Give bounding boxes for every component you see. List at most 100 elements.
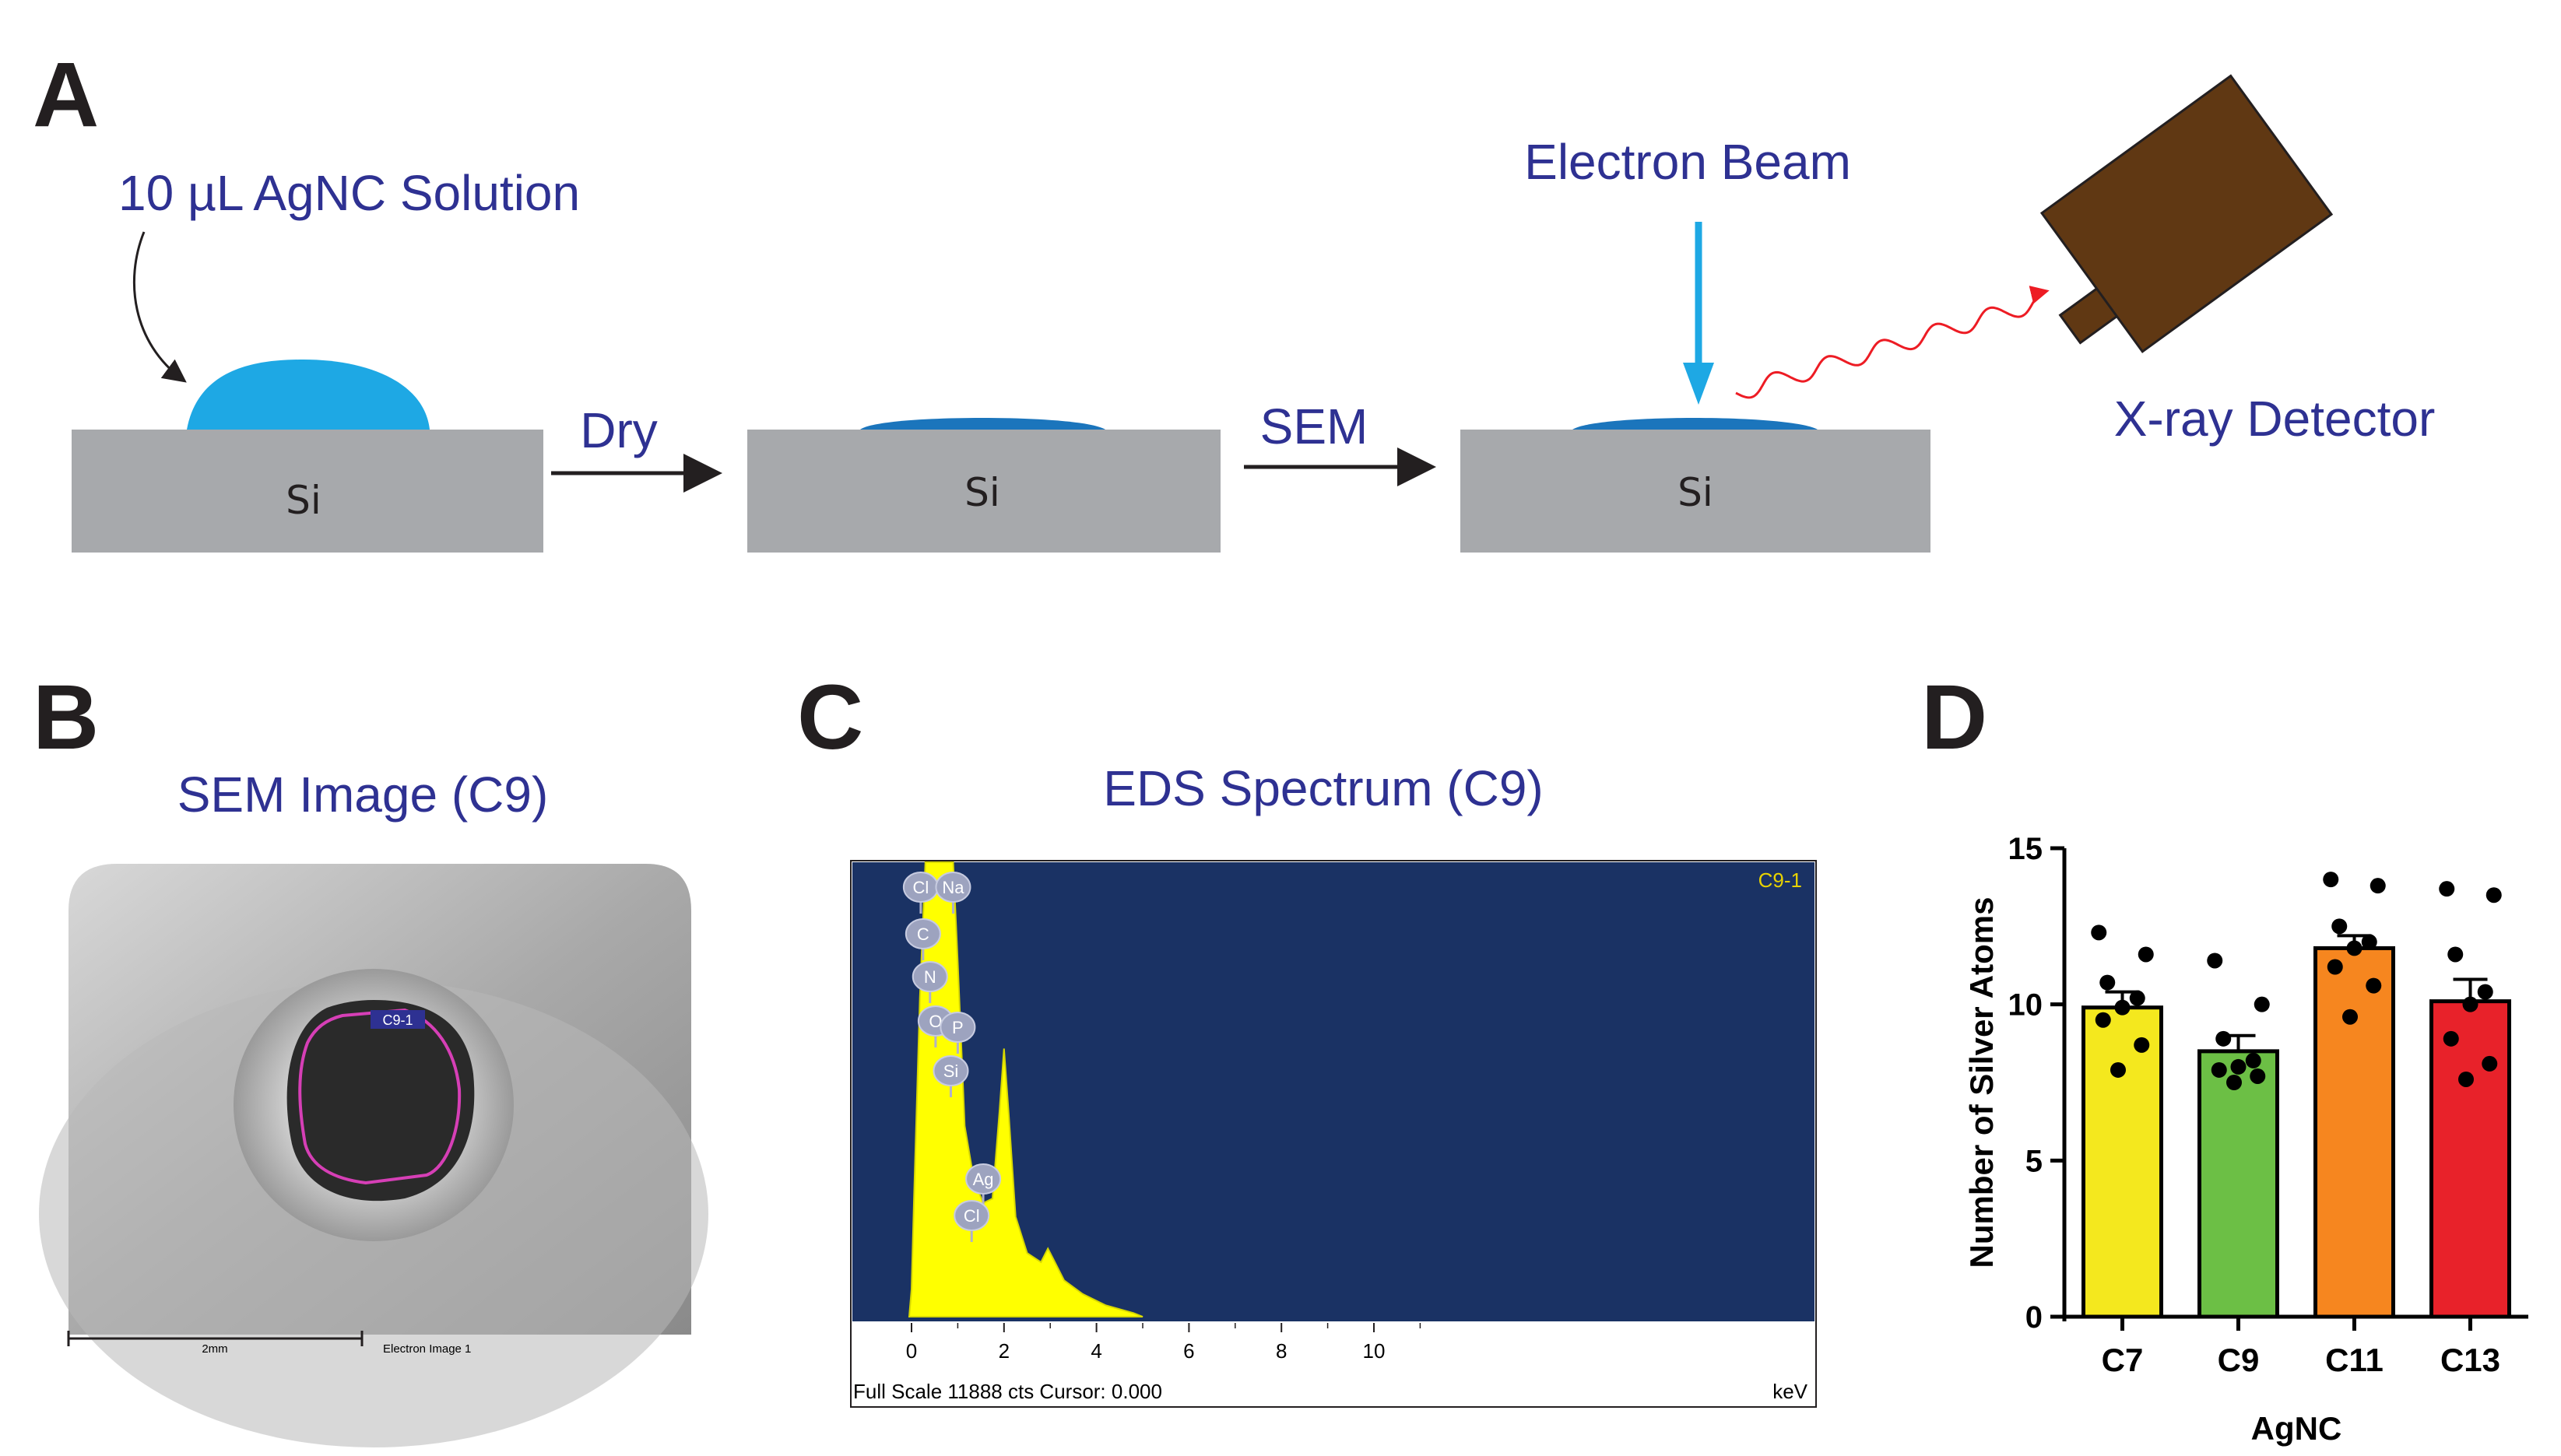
y-tick-label: 5 xyxy=(2025,1144,2043,1178)
panel-letter-c: C xyxy=(797,666,863,769)
data-point xyxy=(2207,953,2223,969)
sem-image: C9-1 xyxy=(39,864,708,1447)
y-tick-label: 15 xyxy=(2008,832,2043,866)
sem-step-label: SEM xyxy=(1260,398,1368,454)
x-tick-label: C13 xyxy=(2440,1342,2500,1378)
data-point xyxy=(2443,1030,2459,1047)
data-point xyxy=(2215,1030,2232,1047)
panel-letter-d: D xyxy=(1921,666,1987,769)
data-point xyxy=(2482,1055,2498,1072)
data-point xyxy=(2095,1012,2111,1028)
data-point xyxy=(2342,1009,2358,1025)
data-point xyxy=(2114,999,2131,1016)
dried-film-2 xyxy=(1572,418,1818,430)
data-point xyxy=(2230,1058,2247,1075)
data-point xyxy=(2439,881,2455,897)
data-point xyxy=(2485,887,2502,903)
sem-image-title: SEM Image (C9) xyxy=(177,767,549,823)
electron-beam-label: Electron Beam xyxy=(1524,134,1851,190)
eds-status-line: Full Scale 11888 cts Cursor: 0.000 xyxy=(853,1380,1162,1403)
detector-label: X-ray Detector xyxy=(2114,391,2436,447)
x-tick-label: C7 xyxy=(2102,1342,2144,1378)
peak-label: Cl xyxy=(964,1206,980,1226)
bar-c9 xyxy=(2197,1049,2279,1319)
peak-marker-ag: Ag xyxy=(965,1163,1002,1205)
data-point xyxy=(2254,996,2270,1012)
substrate-2-label: Si xyxy=(964,470,1000,515)
x-tick-label: C11 xyxy=(2325,1342,2384,1378)
panel-letter-a: A xyxy=(33,44,99,146)
xray-detector xyxy=(2039,74,2334,353)
data-point xyxy=(2138,946,2154,963)
peak-marker-cl: Cl xyxy=(954,1200,990,1242)
data-point xyxy=(2458,1071,2474,1087)
data-point xyxy=(2331,918,2348,935)
bar-c7 xyxy=(2081,1005,2163,1319)
eds-x-tick-label: 2 xyxy=(999,1339,1010,1363)
peak-marker-c: C xyxy=(905,918,941,960)
eds-x-axis: 0 2 4 6 8 10 xyxy=(906,1323,1421,1363)
eds-unit-label: keV xyxy=(1772,1380,1807,1403)
bar-c11 xyxy=(2313,946,2395,1319)
data-point xyxy=(2110,1061,2126,1078)
substrate-3-label: Si xyxy=(1677,470,1713,515)
eds-x-tick-label: 4 xyxy=(1091,1339,1101,1363)
roi-label: C9-1 xyxy=(382,1012,413,1028)
x-tick-label: C9 xyxy=(2218,1342,2260,1378)
data-point xyxy=(2250,1068,2266,1084)
data-point xyxy=(2477,984,2493,1000)
y-tick-label: 10 xyxy=(2008,988,2043,1023)
peak-marker-cl: Cl xyxy=(902,872,939,914)
eds-spectrum-title: EDS Spectrum (C9) xyxy=(1103,760,1543,816)
scale-bar-label: 2mm xyxy=(202,1342,227,1356)
peak-marker-n: N xyxy=(912,961,948,1003)
data-point xyxy=(2226,1075,2242,1090)
dried-film-1 xyxy=(860,418,1105,430)
data-point xyxy=(2134,1037,2150,1053)
eds-x-tick-label: 8 xyxy=(1276,1339,1287,1363)
droplet-solution xyxy=(187,360,430,430)
peak-label: O xyxy=(929,1012,942,1031)
drop-label: 10 µL AgNC Solution xyxy=(118,165,580,221)
peak-label: C xyxy=(917,924,929,944)
roi-tag xyxy=(371,1010,425,1029)
roi-outline xyxy=(298,1008,462,1185)
drop-pointer-arrow xyxy=(132,231,187,383)
eds-x-tick-label: 0 xyxy=(906,1339,917,1363)
data-point xyxy=(2211,1061,2227,1078)
sample-deposit xyxy=(286,1000,475,1202)
data-point xyxy=(2447,946,2464,963)
xray-emission-wave xyxy=(1735,286,2050,399)
electron-beam-arrowhead xyxy=(1683,363,1714,405)
data-point xyxy=(2323,872,2339,888)
data-point xyxy=(2245,1052,2261,1068)
x-axis-label: AgNC xyxy=(2251,1410,2342,1447)
eds-x-tick-label: 10 xyxy=(1363,1339,1386,1363)
peak-markers: Cl Na C N O P Si Ag Cl xyxy=(902,872,1002,1242)
data-point xyxy=(2462,996,2478,1012)
substrate-1-label: Si xyxy=(286,478,321,523)
data-point xyxy=(2091,924,2107,941)
detector-body xyxy=(2039,74,2334,353)
peak-marker-na: Na xyxy=(935,872,971,914)
panel-a: A 10 µL AgNC Solution Si Dry Si SEM Si E… xyxy=(33,44,2435,553)
silicon-substrate-2 xyxy=(747,430,1221,553)
silicon-substrate-3 xyxy=(1460,430,1930,553)
data-point xyxy=(2099,974,2116,991)
peak-label: Si xyxy=(943,1061,959,1081)
peak-marker-p: P xyxy=(940,1012,976,1054)
data-point xyxy=(2370,878,2386,894)
bar-c13 xyxy=(2429,999,2511,1319)
image-caption: Electron Image 1 xyxy=(383,1342,471,1356)
data-point xyxy=(2327,959,2343,975)
spectrum-id-label: C9-1 xyxy=(1758,868,1802,892)
data-point xyxy=(2129,990,2145,1006)
eds-x-tick-label: 6 xyxy=(1183,1339,1194,1363)
peak-label: N xyxy=(924,967,936,987)
peak-label: Na xyxy=(942,878,964,897)
panel-b: B SEM Image (C9) C9-1 2mm Electron Image… xyxy=(33,666,708,1447)
peak-label: Cl xyxy=(912,878,929,897)
